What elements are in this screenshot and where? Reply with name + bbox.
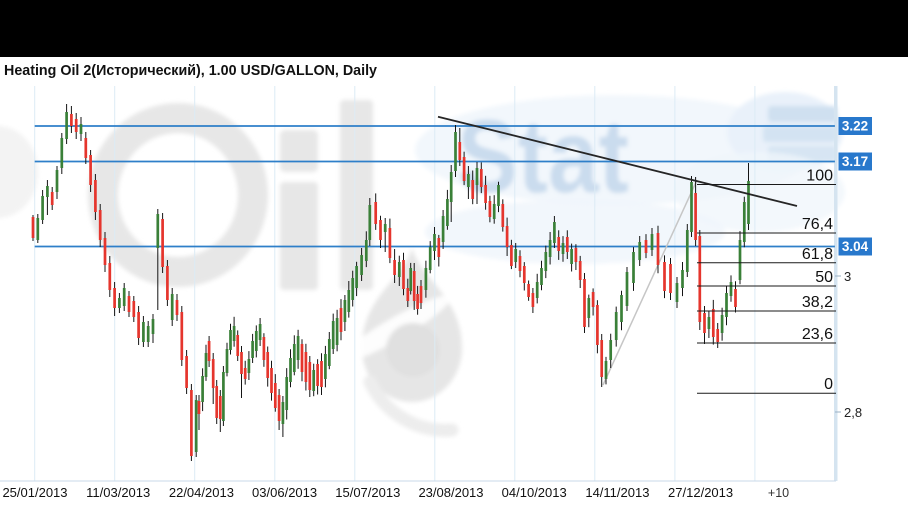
svg-text:15/07/2013: 15/07/2013 — [335, 485, 400, 500]
svg-text:04/10/2013: 04/10/2013 — [502, 485, 567, 500]
svg-text:3.22: 3.22 — [842, 119, 868, 134]
svg-text:11/03/2013: 11/03/2013 — [86, 485, 150, 500]
svg-text:03/06/2013: 03/06/2013 — [252, 485, 317, 500]
svg-text:27/12/2013: 27/12/2013 — [668, 485, 733, 500]
svg-text:0: 0 — [824, 376, 833, 393]
svg-text:50: 50 — [815, 269, 833, 286]
svg-text:2,8: 2,8 — [844, 405, 862, 420]
svg-text:25/01/2013: 25/01/2013 — [2, 485, 67, 500]
svg-text:23,6: 23,6 — [802, 326, 833, 343]
svg-text:61,8: 61,8 — [802, 246, 833, 263]
svg-text:23/08/2013: 23/08/2013 — [418, 485, 483, 500]
svg-text:+10: +10 — [768, 486, 789, 500]
svg-text:100: 100 — [806, 168, 833, 185]
svg-text:3.04: 3.04 — [842, 239, 869, 254]
svg-text:3: 3 — [844, 269, 851, 284]
svg-text:3.17: 3.17 — [842, 154, 868, 169]
svg-text:Heating Oil 2(Исторический), 1: Heating Oil 2(Исторический), 1.00 USD/GA… — [4, 62, 378, 79]
svg-text:38,2: 38,2 — [802, 294, 833, 311]
svg-text:22/04/2013: 22/04/2013 — [169, 485, 234, 500]
svg-text:14/11/2013: 14/11/2013 — [585, 485, 649, 500]
svg-text:76,4: 76,4 — [802, 216, 833, 233]
